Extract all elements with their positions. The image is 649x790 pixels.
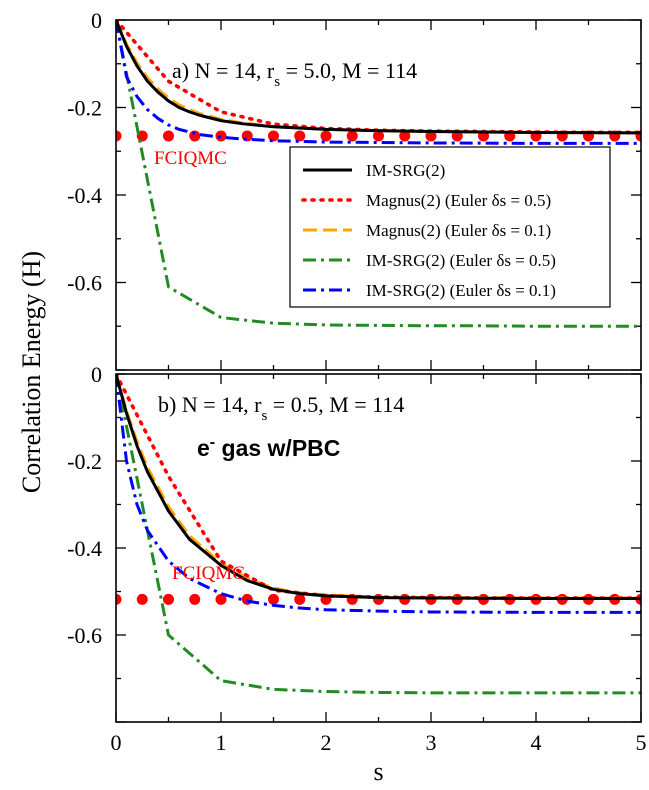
legend-label-part: IM-SRG(2) (Euler [366,281,496,300]
y-tick-label: -0.6 [67,623,102,648]
fciqmc-point [215,130,227,142]
fciqmc-point [116,593,122,605]
legend-label-2: Magnus(2) (Euler δs = 0.1) [366,221,551,240]
plot-frame [115,373,642,723]
data-layer [116,374,641,695]
y-tick-label: -0.2 [67,449,102,474]
legend-label-4: IM-SRG(2) (Euler δs = 0.1) [366,281,556,300]
x-axis-label: s [373,757,383,785]
fciqmc-point [399,130,411,142]
y-axis-label: Correlation Energy (H) [17,251,46,493]
legend-label-part: IM-SRG(2) (Euler [366,251,496,270]
x-tick-label: 1 [216,730,227,755]
x-tick-label: 0 [111,730,122,755]
fciqmc-label: FCIQMC [172,563,245,584]
legend-label-part: δ [492,191,500,210]
x-tick-label: 5 [636,730,647,755]
panel-title: b) N = 14, rs = 0.5, M = 114 [158,392,404,424]
series-line-3 [116,374,641,695]
fciqmc-point [163,593,174,605]
fciqmc-label: FCIQMC [154,148,227,169]
y-tick-label: -0.4 [67,536,102,561]
series-line-0 [116,374,641,600]
data-layer [116,20,641,328]
fciqmc-point [268,593,279,605]
panel-subtitle-part-0: e [197,435,210,461]
fciqmc-point [163,130,174,142]
fciqmc-point [425,130,437,142]
legend-label-part: δ [496,281,504,300]
panel-title-part-2: = 0.5, M = 114 [267,392,404,417]
panel-a: 0 -0.2 -0.4 -0.6 FCIQMC a) N = 14, rs = 5.0, … [67,8,642,371]
fciqmc-point [189,130,201,142]
fciqmc-point [116,130,122,142]
legend-label-part: δ [492,221,500,240]
fciqmc-point [215,593,227,605]
fciqmc-point [294,130,306,142]
y-tick-label: -0.2 [67,96,102,121]
panel-title: a) N = 14, rs = 5.0, M = 114 [172,58,417,90]
legend-label-part: s = 0.1) [504,281,556,300]
series-line-2 [116,374,641,600]
x-tick-label: 3 [426,730,437,755]
legend-label-3: IM-SRG(2) (Euler δs = 0.5) [366,251,556,270]
x-tick-label: 4 [531,730,542,755]
y-tick-label: 0 [91,8,102,33]
legend-box [289,146,611,308]
panel-subtitle: e- gas w/PBC [197,434,340,461]
panel-title-part-1: s [261,408,267,424]
series-line-3 [116,20,641,328]
series-line-4 [116,374,641,614]
fciqmc-point [320,130,332,142]
panel-title-part-0: a) N = 14, r [172,58,275,83]
legend: IM-SRG(2)Magnus(2) (Euler δs = 0.5)Magnu… [289,146,611,308]
series-line-4 [116,20,641,145]
fciqmc-point [136,593,148,605]
fciqmc-point [268,130,279,142]
plot-frame [115,19,642,371]
fciqmc-point [241,130,253,142]
legend-label-part: s = 0.1) [500,221,552,240]
legend-label-part: δ [496,251,504,270]
panel-subtitle-part-2: gas w/PBC [215,435,340,461]
panel-subtitle-part-1: - [210,434,215,451]
fciqmc-point [189,593,201,605]
legend-label-part: IM-SRG(2) [366,161,445,180]
legend-label-part: s = 0.5) [504,251,556,270]
series-line-0 [116,20,641,135]
panel-title-part-0: b) N = 14, r [158,392,262,417]
y-tick-label: 0 [91,362,102,387]
panel-title-part-2: = 5.0, M = 114 [280,58,417,83]
x-tick-label: 2 [321,730,332,755]
y-tick-label: -0.4 [67,183,102,208]
legend-label-part: Magnus(2) (Euler [366,191,492,210]
legend-label-part: Magnus(2) (Euler [366,221,492,240]
fciqmc-point [294,593,306,605]
y-tick-label: -0.6 [67,271,102,296]
panel-title-part-1: s [274,74,280,90]
legend-label-1: Magnus(2) (Euler δs = 0.5) [366,191,551,210]
panel-b: 0 -0.2 -0.4 -0.6 FCIQMC b) N = 14, rs = 0.5, … [67,362,642,723]
fciqmc-point [373,130,384,142]
legend-label-part: s = 0.5) [500,191,552,210]
fciqmc-point [346,130,358,142]
legend-label-0: IM-SRG(2) [366,161,445,180]
